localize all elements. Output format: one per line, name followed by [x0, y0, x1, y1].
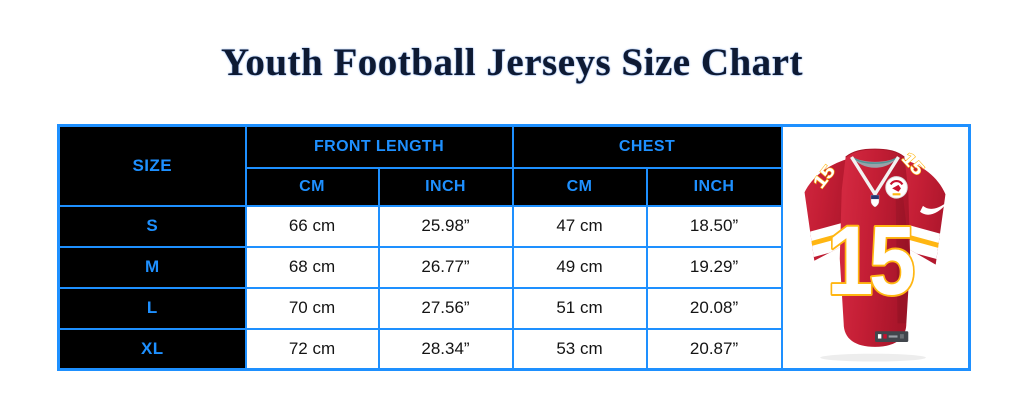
cell-chest-inch: 20.08” [645, 286, 783, 330]
cell-front-cm: 70 cm [244, 286, 380, 330]
cell-front-cm: 66 cm [244, 204, 380, 248]
header-row-groups: SIZE FRONT LENGTH CHEST [57, 124, 971, 371]
size-label: S [57, 204, 247, 248]
table-row-l: L 70 cm 27.56” 51 cm 20.08” [57, 286, 970, 330]
size-label: L [57, 286, 247, 330]
size-label: XL [57, 327, 247, 371]
table-row-s: S 66 cm 25.98” 47 cm 18.50” [57, 204, 970, 248]
cell-chest-cm: 51 cm [511, 286, 648, 330]
header-chest-cm: CM [511, 166, 648, 207]
jersey-collar-back [851, 156, 899, 168]
jersey-image-cell: 15 15 15 [780, 124, 971, 371]
jersey-shoulder-seam [845, 148, 905, 158]
cell-front-inch: 27.56” [377, 286, 514, 330]
jersey-image: 15 15 15 [804, 148, 948, 362]
svg-text:15: 15 [827, 207, 913, 316]
nike-swoosh-icon [920, 202, 948, 215]
cell-front-cm: 68 cm [244, 245, 380, 289]
cell-front-cm: 72 cm [244, 327, 380, 371]
cell-chest-cm: 53 cm [511, 327, 648, 371]
cell-front-inch: 28.34” [377, 327, 514, 371]
jersey-vneck-piping [850, 156, 901, 198]
jersey-body [840, 149, 911, 347]
cell-front-inch: 25.98” [377, 204, 514, 248]
size-label: M [57, 245, 247, 289]
jersey-side-mesh [895, 190, 911, 324]
header-front-length: FRONT LENGTH [244, 124, 514, 169]
cell-chest-inch: 20.87” [645, 327, 783, 371]
header-chest-inch: INCH [645, 166, 783, 207]
jersey-jock-tag [875, 331, 909, 342]
page-title: Youth Football Jerseys Size Chart [221, 41, 803, 84]
table-row-m: M 68 cm 26.77” 49 cm 19.29” [57, 245, 970, 289]
header-front-inch: INCH [377, 166, 514, 207]
cell-front-inch: 26.77” [377, 245, 514, 289]
cell-chest-cm: 49 cm [511, 245, 648, 289]
jersey-collar-stripe [853, 157, 898, 164]
cell-chest-inch: 19.29” [645, 245, 783, 289]
cell-chest-inch: 18.50” [645, 204, 783, 248]
table-row-xl: XL 72 cm 28.34” 53 cm 20.87” [57, 327, 970, 371]
header-row-units: CM INCH CM INCH [59, 166, 970, 207]
header-front-cm: CM [244, 166, 380, 207]
header-chest: CHEST [511, 124, 783, 169]
size-chart-table: SIZE FRONT LENGTH CHEST [57, 124, 972, 371]
chiefs-patch-icon [885, 176, 909, 199]
header-size: SIZE [57, 124, 247, 207]
jersey-number: 15 [825, 205, 919, 317]
cell-chest-cm: 47 cm [511, 204, 648, 248]
nfl-shield-icon [871, 194, 880, 208]
jersey-shadow [820, 353, 927, 362]
